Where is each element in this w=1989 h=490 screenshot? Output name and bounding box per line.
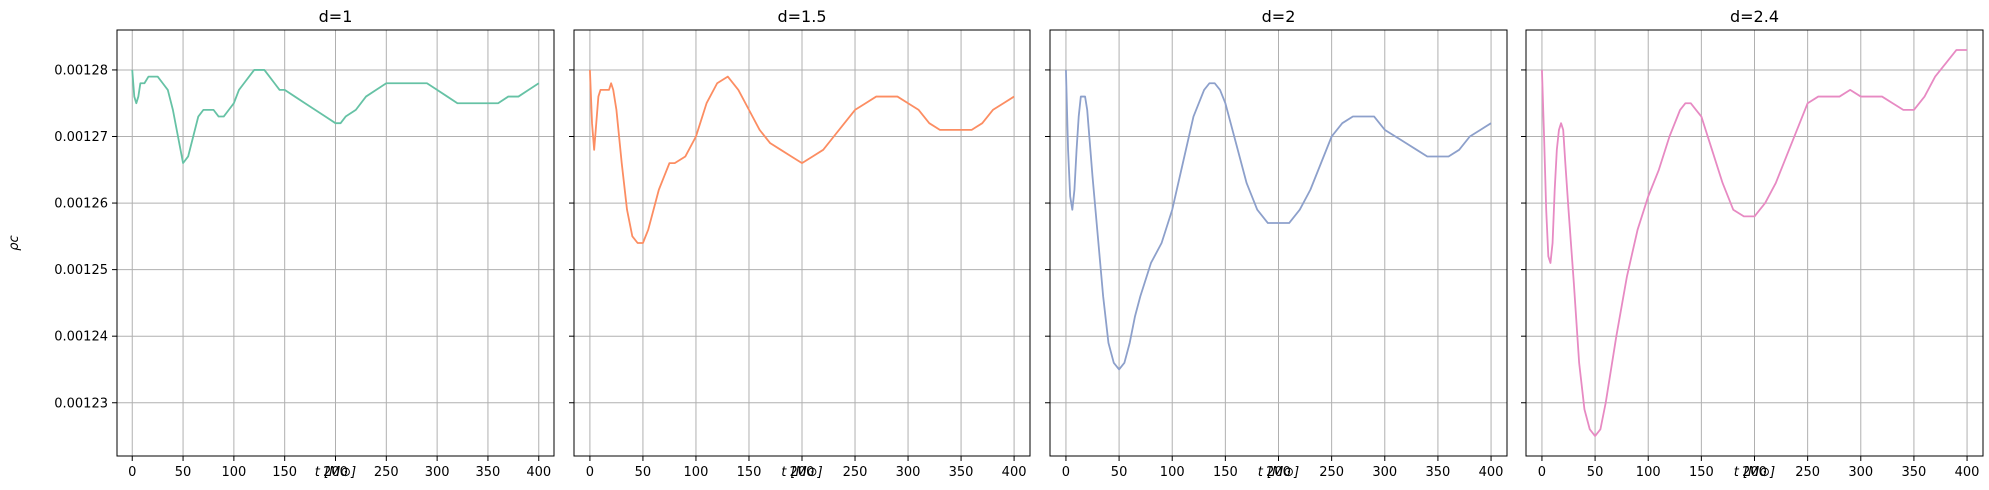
x-tick-label: 0 bbox=[128, 465, 136, 480]
series-line bbox=[1541, 49, 1968, 437]
x-tick-label: 200 bbox=[1266, 465, 1291, 480]
x-axis-label: t [M⊙] bbox=[1734, 465, 1775, 480]
x-axis-label: t [M⊙] bbox=[781, 465, 822, 480]
y-tick-label: 0.00128 bbox=[54, 63, 108, 78]
x-tick-label: 50 bbox=[175, 465, 192, 480]
chart-title: d=1 bbox=[319, 7, 353, 26]
chart-panel-3: 0 50 100 150 200 250 300 350 400 d=2 t [M⊙] bbox=[1045, 7, 1508, 480]
x-tick-label: 250 bbox=[1319, 465, 1344, 480]
x-tick-label: 400 bbox=[1479, 465, 1504, 480]
x-tick-label: 350 bbox=[949, 465, 974, 480]
x-tick-label: 0 bbox=[586, 465, 594, 480]
series-line bbox=[1065, 69, 1492, 371]
x-tick-label: 150 bbox=[1689, 465, 1714, 480]
x-tick-label: 400 bbox=[526, 465, 551, 480]
x-tick-label: 200 bbox=[1742, 465, 1767, 480]
x-tick-label: 400 bbox=[1955, 465, 1980, 480]
x-tick-label: 150 bbox=[1213, 465, 1238, 480]
y-axis-label: ρc bbox=[7, 235, 22, 250]
x-tick-label: 150 bbox=[272, 465, 297, 480]
x-tick-label: 350 bbox=[1426, 465, 1451, 480]
x-tick-label: 300 bbox=[1372, 465, 1397, 480]
x-tick-label: 300 bbox=[896, 465, 921, 480]
chart-title: d=1.5 bbox=[777, 7, 826, 26]
axes-frame bbox=[1049, 29, 1508, 457]
x-tick-label: 200 bbox=[323, 465, 348, 480]
chart-panel-4: 0 50 100 150 200 250 300 350 400 d=2.4 t [M⊙] bbox=[1521, 7, 1984, 480]
series-line bbox=[131, 69, 540, 165]
x-tick-label: 50 bbox=[1587, 465, 1604, 480]
x-tick-label: 250 bbox=[374, 465, 399, 480]
x-tick-label: 300 bbox=[425, 465, 450, 480]
chart-panel-2: 0 50 100 150 200 250 300 350 400 d=1.5 t [M⊙] bbox=[569, 7, 1031, 480]
axes-frame bbox=[573, 29, 1031, 457]
x-axis-label: t [M⊙] bbox=[1258, 465, 1299, 480]
x-tick-label: 100 bbox=[1160, 465, 1185, 480]
x-tick-label: 200 bbox=[790, 465, 815, 480]
chart-panel-1: 0 50 100 150 200 250 300 350 400 0.00123 0.00124 0.… bbox=[7, 7, 555, 480]
axes-frame bbox=[116, 29, 555, 457]
axes-frame bbox=[1525, 29, 1984, 457]
x-tick-label: 0 bbox=[1538, 465, 1546, 480]
y-tick-label: 0.00127 bbox=[54, 130, 108, 145]
x-tick-label: 300 bbox=[1848, 465, 1873, 480]
chart-title: d=2 bbox=[1262, 7, 1296, 26]
x-tick-label: 150 bbox=[737, 465, 762, 480]
x-tick-label: 250 bbox=[1795, 465, 1820, 480]
x-tick-label: 0 bbox=[1062, 465, 1070, 480]
y-tick-label: 0.00126 bbox=[54, 197, 108, 212]
x-tick-label: 100 bbox=[221, 465, 246, 480]
y-tick-label: 0.00123 bbox=[54, 396, 108, 411]
x-tick-label: 100 bbox=[1636, 465, 1661, 480]
y-tick-label: 0.00125 bbox=[54, 263, 108, 278]
x-tick-label: 250 bbox=[843, 465, 868, 480]
chart-title: d=2.4 bbox=[1730, 7, 1779, 26]
x-tick-label: 350 bbox=[1902, 465, 1927, 480]
x-tick-label: 50 bbox=[635, 465, 652, 480]
x-tick-label: 50 bbox=[1111, 465, 1128, 480]
x-tick-label: 350 bbox=[476, 465, 501, 480]
series-line bbox=[589, 69, 1015, 244]
x-tick-label: 400 bbox=[1002, 465, 1027, 480]
x-tick-label: 100 bbox=[684, 465, 709, 480]
y-tick-label: 0.00124 bbox=[54, 330, 108, 345]
x-axis-label: t [M⊙] bbox=[315, 465, 356, 480]
